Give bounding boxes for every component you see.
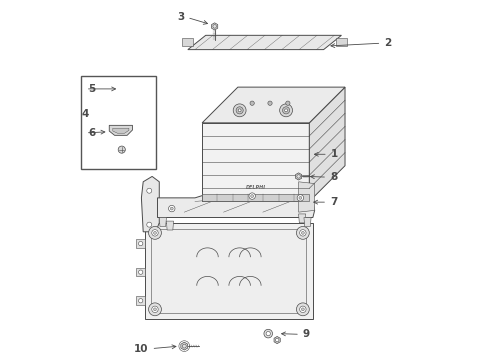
Circle shape (139, 270, 143, 274)
Polygon shape (159, 217, 167, 226)
Text: 9: 9 (303, 329, 310, 339)
Circle shape (251, 195, 253, 198)
Text: 5: 5 (89, 84, 96, 94)
Text: 1: 1 (331, 149, 338, 159)
Circle shape (299, 197, 302, 199)
Circle shape (171, 207, 173, 210)
Circle shape (275, 338, 279, 342)
Polygon shape (181, 342, 188, 350)
Text: 6: 6 (89, 128, 96, 138)
Circle shape (152, 306, 158, 312)
Polygon shape (202, 194, 309, 202)
Polygon shape (136, 239, 145, 248)
Bar (145, 223, 313, 319)
Circle shape (266, 332, 270, 336)
Circle shape (169, 205, 175, 212)
Text: 2: 2 (384, 38, 392, 48)
Polygon shape (309, 87, 345, 202)
Circle shape (268, 101, 272, 105)
Circle shape (147, 188, 152, 193)
Polygon shape (167, 221, 173, 230)
Circle shape (300, 230, 306, 236)
Polygon shape (136, 296, 145, 305)
Circle shape (233, 104, 246, 117)
Text: 8: 8 (330, 172, 337, 182)
Polygon shape (202, 87, 345, 123)
Circle shape (139, 298, 143, 303)
Text: DELPHI: DELPHI (245, 185, 266, 190)
Text: 10: 10 (134, 343, 148, 354)
Polygon shape (109, 125, 132, 135)
Circle shape (139, 242, 143, 246)
Circle shape (238, 109, 241, 112)
Circle shape (236, 107, 243, 114)
Text: 4: 4 (81, 109, 89, 119)
Polygon shape (142, 176, 159, 232)
Polygon shape (295, 173, 302, 180)
Polygon shape (122, 85, 128, 93)
Polygon shape (298, 214, 306, 223)
Circle shape (153, 308, 156, 311)
Polygon shape (157, 180, 315, 217)
Circle shape (152, 230, 158, 236)
Text: 3: 3 (177, 13, 184, 22)
Polygon shape (298, 182, 315, 212)
Circle shape (153, 231, 156, 234)
Circle shape (280, 104, 293, 117)
Circle shape (147, 222, 152, 227)
Circle shape (249, 193, 255, 199)
Circle shape (301, 231, 304, 234)
Polygon shape (188, 35, 342, 50)
Text: 7: 7 (330, 197, 338, 207)
Circle shape (300, 306, 306, 312)
Circle shape (296, 303, 309, 316)
Polygon shape (274, 337, 280, 343)
Polygon shape (113, 128, 129, 133)
Polygon shape (336, 38, 347, 46)
Circle shape (250, 101, 254, 105)
Polygon shape (304, 217, 311, 226)
Bar (151, 229, 306, 313)
Circle shape (297, 195, 304, 201)
Bar (81, 76, 156, 169)
Circle shape (286, 101, 290, 105)
Polygon shape (182, 38, 193, 46)
Circle shape (296, 226, 309, 239)
Circle shape (118, 146, 125, 153)
Circle shape (148, 226, 161, 239)
Circle shape (283, 107, 290, 114)
Polygon shape (212, 23, 218, 30)
Polygon shape (136, 267, 145, 276)
Circle shape (301, 308, 304, 311)
Polygon shape (202, 123, 309, 202)
Circle shape (148, 303, 161, 316)
Circle shape (285, 109, 288, 112)
Circle shape (264, 329, 272, 338)
